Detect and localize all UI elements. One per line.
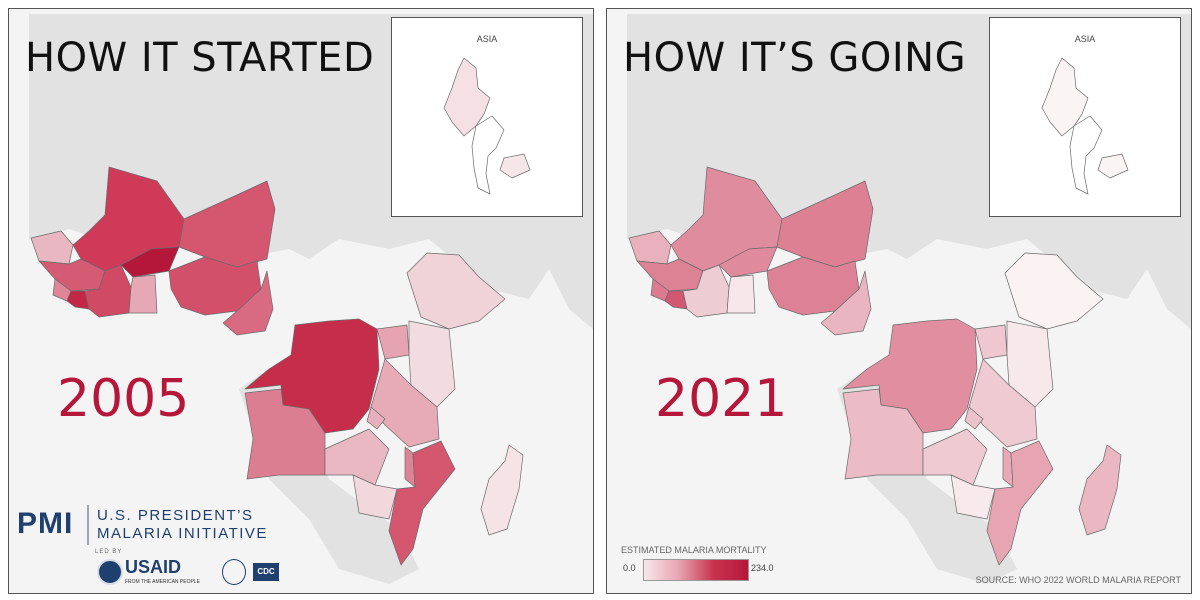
country-niger	[776, 180, 874, 268]
country-myanmar	[443, 57, 491, 137]
asia-inset-svg	[1041, 57, 1129, 195]
country-cameroon	[222, 270, 274, 336]
usaid-wordmark: USAID	[125, 557, 182, 577]
usaid-tagline: FROM THE AMERICAN PEOPLE	[125, 579, 200, 585]
country-ghana	[128, 274, 158, 314]
hhs-eagle-icon	[222, 559, 246, 585]
led-by-label: LED BY	[95, 549, 123, 555]
inset-label: ASIA	[476, 34, 498, 44]
country-thailand	[1069, 115, 1103, 195]
africa-countries-2005	[30, 166, 524, 566]
country-ethiopia	[406, 252, 506, 330]
country-niger	[178, 180, 276, 268]
asia-inset-map: ASIA	[989, 17, 1181, 217]
country-cambodia	[1097, 153, 1129, 179]
headline: HOW IT STARTED	[25, 35, 375, 81]
legend-min-label: 0.0	[623, 563, 636, 573]
country-zimbabwe	[950, 474, 996, 520]
country-senegal	[628, 230, 672, 265]
pmi-logo-block: PMI U.S. PRESIDENT’S MALARIA INITIATIVE …	[17, 499, 287, 589]
pmi-name-line2: MALARIA INITIATIVE	[97, 525, 268, 542]
source-note: SOURCE: WHO 2022 WORLD MALARIA REPORT	[975, 575, 1181, 585]
country-zimbabwe	[352, 474, 398, 520]
country-burkina-faso	[718, 246, 778, 278]
country-rwanda	[964, 406, 984, 430]
country-burkina-faso	[120, 246, 180, 278]
country-cameroon	[820, 270, 872, 336]
map-panel-2021: HOW IT’S GOING 2021 ASIA ESTIMATED MALAR…	[606, 8, 1192, 594]
country-ethiopia	[1004, 252, 1104, 330]
pmi-mark: PMI	[17, 507, 74, 540]
cdc-logo: CDC	[253, 563, 279, 581]
country-madagascar	[480, 444, 524, 536]
country-ghana	[726, 274, 756, 314]
country-cambodia	[499, 153, 531, 179]
country-myanmar	[1041, 57, 1089, 137]
country-uganda	[376, 324, 410, 360]
usaid-seal-icon	[97, 559, 123, 585]
pmi-name-line1: U.S. PRESIDENT’S	[97, 507, 254, 524]
year-label: 2021	[655, 369, 788, 429]
legend-max-label: 234.0	[751, 563, 774, 573]
legend-title: ESTIMATED MALARIA MORTALITY	[621, 545, 767, 555]
headline: HOW IT’S GOING	[623, 35, 967, 81]
asia-inset-map: ASIA	[391, 17, 583, 217]
country-madagascar	[1078, 444, 1122, 536]
pmi-divider	[87, 505, 89, 545]
country-thailand	[471, 115, 505, 195]
country-mozambique	[388, 440, 456, 566]
country-mozambique	[986, 440, 1054, 566]
mortality-legend: ESTIMATED MALARIA MORTALITY 0.0 234.0	[621, 545, 821, 585]
country-uganda	[974, 324, 1008, 360]
asia-inset-svg	[443, 57, 531, 195]
africa-countries-2021	[628, 166, 1122, 566]
country-rwanda	[366, 406, 386, 430]
legend-color-ramp	[643, 559, 749, 581]
year-label: 2005	[57, 369, 190, 429]
map-panel-2005: . HOW IT STARTED 2005 ASIA PMI U.S. PRES…	[8, 8, 594, 594]
inset-label: ASIA	[1074, 34, 1096, 44]
country-senegal	[30, 230, 74, 265]
